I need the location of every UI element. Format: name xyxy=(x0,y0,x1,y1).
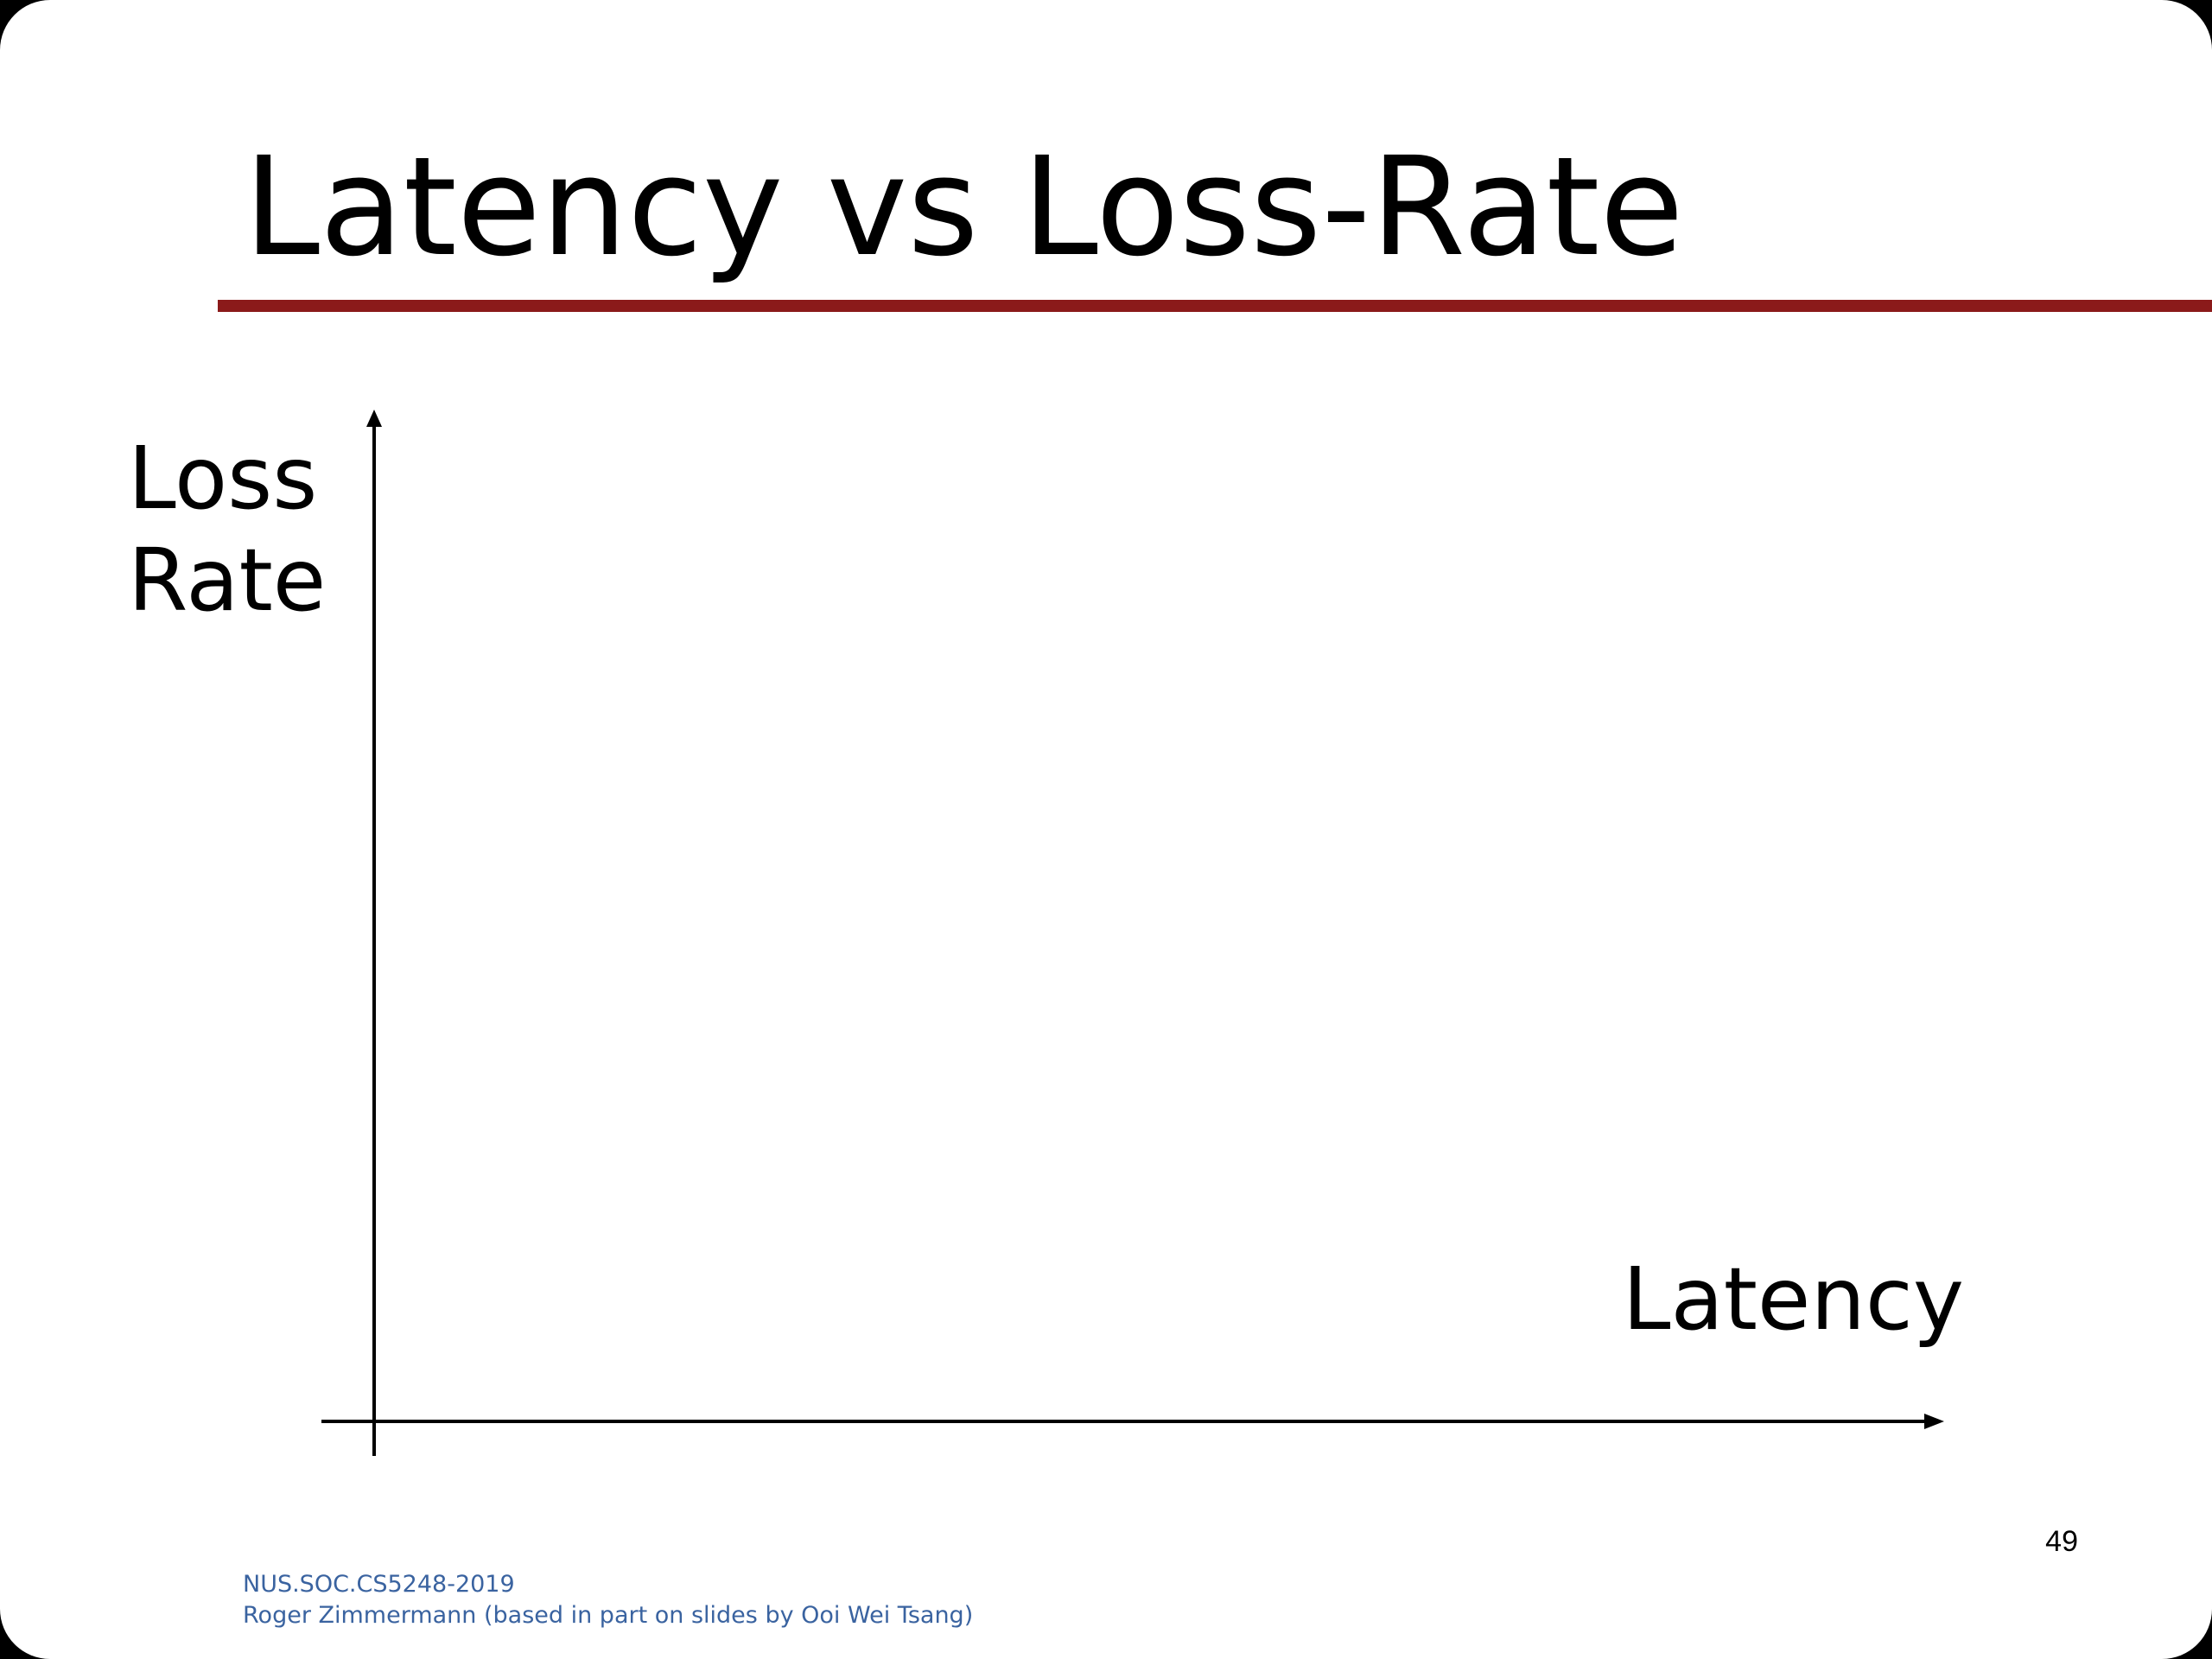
x-axis-arrowhead xyxy=(1924,1414,1944,1429)
y-axis-arrowhead xyxy=(366,410,382,427)
page-number: 49 xyxy=(2045,1525,2078,1558)
slide-footer: NUS.SOC.CS5248-2019 Roger Zimmermann (ba… xyxy=(243,1569,973,1631)
x-axis-label: Latency xyxy=(1622,1249,1964,1350)
title-underline xyxy=(218,300,2212,312)
y-axis-label: Loss Rate xyxy=(128,428,327,631)
slide-title: Latency vs Loss-Rate xyxy=(244,128,1684,287)
footer-course: NUS.SOC.CS5248-2019 xyxy=(243,1571,515,1598)
footer-credit: Roger Zimmermann (based in part on slide… xyxy=(243,1602,974,1629)
